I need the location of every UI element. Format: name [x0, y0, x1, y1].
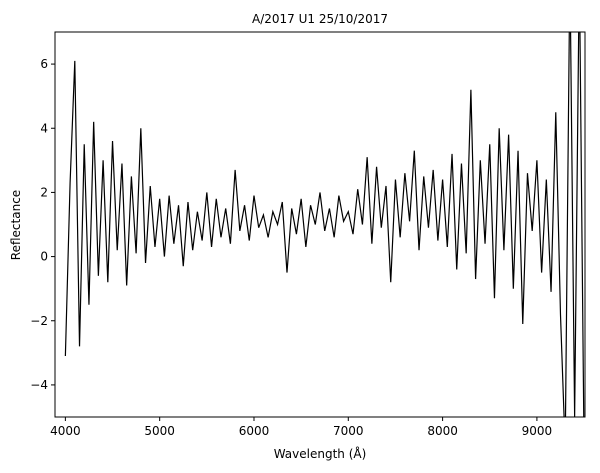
chart-title: A/2017 U1 25/10/2017	[252, 12, 388, 26]
x-tick-label: 7000	[333, 424, 364, 438]
x-tick-label: 5000	[144, 424, 175, 438]
x-tick-label: 6000	[239, 424, 270, 438]
y-tick-label: 0	[40, 250, 48, 264]
data-line	[64, 32, 585, 417]
x-tick-label: 4000	[50, 424, 81, 438]
x-tick-label: 8000	[427, 424, 458, 438]
y-axis-label: Reflectance	[9, 190, 23, 260]
plot-frame	[54, 31, 586, 418]
y-tick-label: −4	[30, 378, 48, 392]
y-tick-label: −2	[30, 314, 48, 328]
y-tick-label: 6	[40, 57, 48, 71]
y-tick-label: 2	[40, 185, 48, 199]
x-tick-label: 9000	[522, 424, 553, 438]
y-tick-label: 4	[40, 121, 48, 135]
x-axis-label: Wavelength (Å)	[274, 446, 367, 461]
